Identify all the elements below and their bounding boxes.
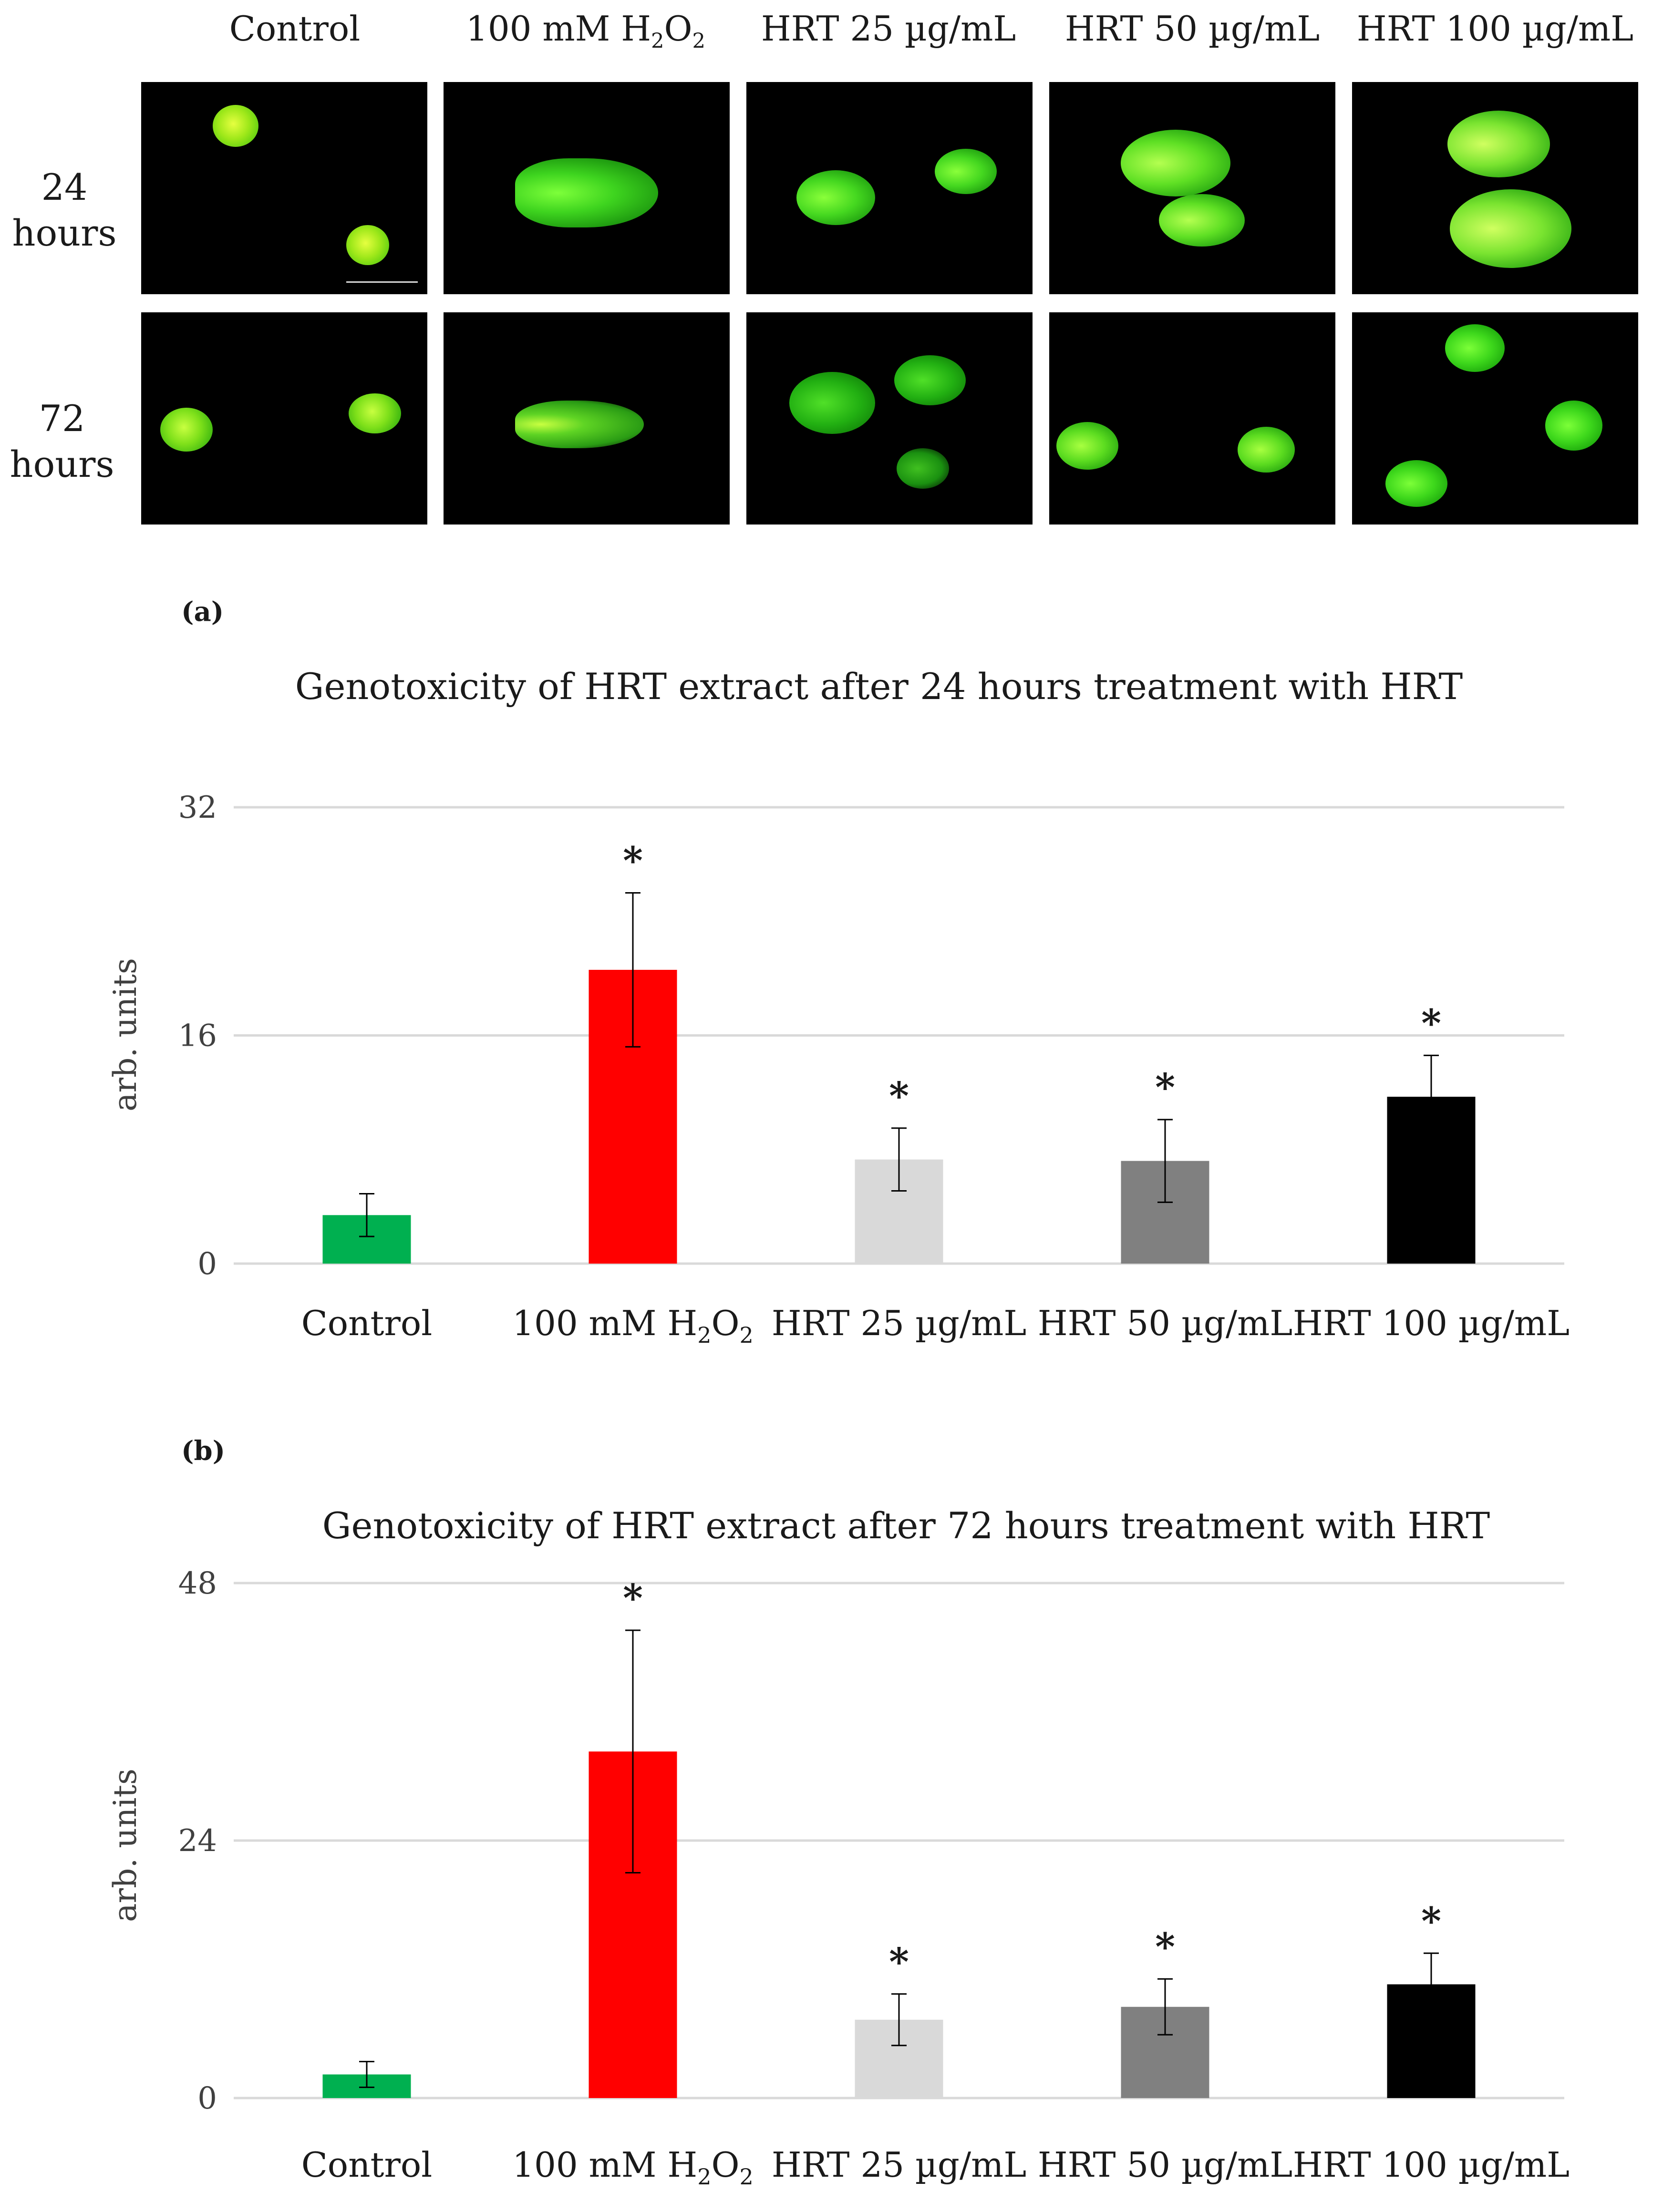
- micrograph-hrt50-24h: [1049, 82, 1335, 294]
- significance-marker: *: [1421, 1898, 1441, 1943]
- micrograph-hrt100-24h: [1352, 82, 1638, 294]
- x-tick-label: 100 mM H2O2: [512, 2145, 754, 2190]
- x-tick-label: 100 mM H2O2: [512, 1303, 754, 1348]
- y-axis-label: arb. units: [107, 958, 144, 1111]
- x-tick-label: HRT 100 µg/mL: [1293, 1303, 1570, 1343]
- micrograph-hrt25-72h: [746, 312, 1033, 525]
- significance-marker: *: [889, 1073, 909, 1118]
- significance-marker: *: [1421, 1000, 1441, 1045]
- x-tick-label: HRT 50 µg/mL: [1038, 1303, 1292, 1343]
- bar-chart-24h: 0 16 32 arb. units Control * 100 mM H2O2 * HRT 2…: [107, 790, 1570, 1348]
- y-tick-label: 24: [178, 1823, 217, 1859]
- micrograph-control-72h: [141, 312, 427, 525]
- y-tick-label: 0: [197, 2081, 217, 2116]
- column-label-control: Control: [229, 9, 361, 49]
- x-tick-label: HRT 25 µg/mL: [772, 2145, 1026, 2185]
- chart-title-72h: Genotoxicity of HRT extract after 72 hou…: [322, 1504, 1490, 1547]
- significance-marker: *: [623, 1575, 643, 1620]
- x-tick-label: Control: [301, 1303, 433, 1343]
- panel-label-a: (a): [181, 596, 224, 628]
- panel-label-b: (b): [181, 1435, 226, 1467]
- x-tick-label: HRT 50 µg/mL: [1038, 2145, 1292, 2185]
- x-tick-label: Control: [301, 2145, 433, 2185]
- y-tick-label: 0: [197, 1246, 217, 1282]
- significance-marker: *: [1155, 1924, 1175, 1969]
- micrograph-hrt25-24h: [746, 82, 1033, 294]
- y-tick-label: 16: [178, 1019, 217, 1054]
- column-label-hrt25: HRT 25 µg/mL: [761, 9, 1016, 49]
- column-label-h2o2: 100 mM H2O2: [466, 9, 705, 53]
- significance-marker: *: [889, 1939, 909, 1984]
- significance-marker: *: [623, 838, 643, 883]
- micrograph-h2o2-24h: [444, 82, 730, 294]
- column-label-hrt100: HRT 100 µg/mL: [1356, 9, 1634, 49]
- scale-bar: [346, 281, 418, 283]
- chart-title-24h: Genotoxicity of HRT extract after 24 hou…: [295, 665, 1463, 708]
- x-tick-label: HRT 100 µg/mL: [1293, 2145, 1570, 2185]
- row-label-24h: 24 hours: [12, 166, 117, 254]
- y-tick-label: 48: [178, 1566, 217, 1601]
- micrograph-hrt50-72h: [1049, 312, 1335, 525]
- column-label-hrt50: HRT 50 µg/mL: [1064, 9, 1320, 49]
- micrograph-h2o2-72h: [444, 312, 730, 525]
- bar-chart-72h: 0 24 48 arb. units Control * 100 mM H2O2 * HRT 2…: [107, 1566, 1570, 2190]
- significance-marker: *: [1155, 1065, 1175, 1110]
- micrograph-control-24h: [141, 82, 427, 294]
- y-tick-label: 32: [178, 790, 217, 825]
- x-tick-label: HRT 25 µg/mL: [772, 1303, 1026, 1343]
- micrograph-hrt100-72h: [1352, 312, 1638, 525]
- row-label-72h: 72 hours: [10, 397, 114, 485]
- y-axis-label: arb. units: [107, 1769, 144, 1922]
